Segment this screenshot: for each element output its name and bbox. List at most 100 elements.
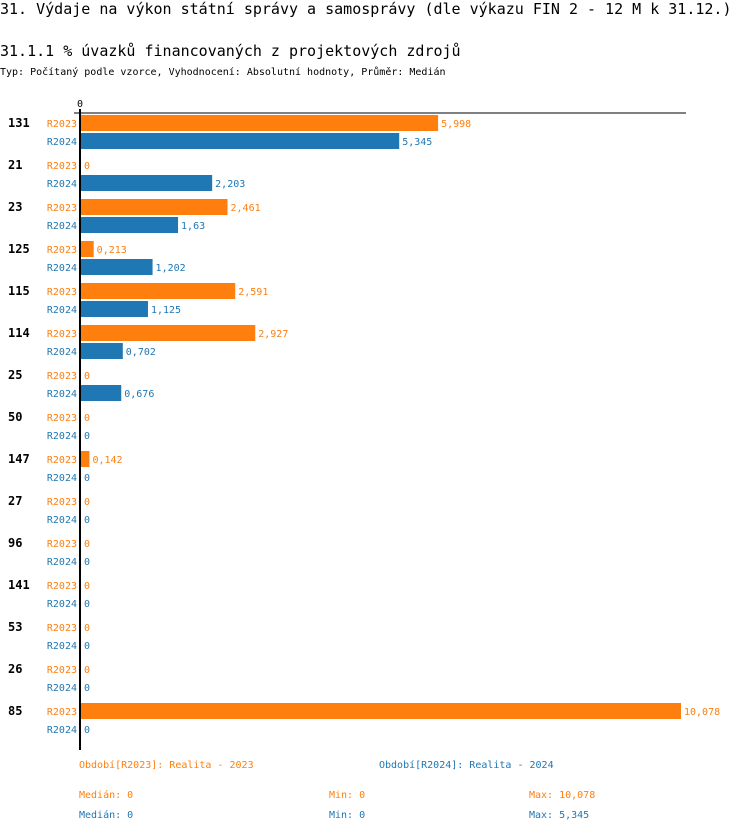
series-label: R2024 — [47, 137, 77, 148]
stat-r2024-min: Min: 0 — [329, 810, 366, 821]
series-label: R2023 — [47, 665, 77, 676]
series-label: R2024 — [47, 305, 77, 316]
series-label: R2023 — [47, 161, 77, 172]
series-label: R2023 — [47, 287, 77, 298]
data-label: 1,125 — [151, 305, 181, 316]
category-label: 114 — [8, 326, 30, 340]
stat-r2023-min: Min: 0 — [329, 790, 366, 801]
series-label: R2023 — [47, 329, 77, 340]
category-label: 147 — [8, 452, 30, 466]
data-label: 0 — [84, 725, 90, 736]
data-label: 0 — [84, 557, 90, 568]
data-label: 0 — [84, 371, 90, 382]
series-label: R2024 — [47, 347, 77, 358]
series-label: R2024 — [47, 221, 77, 232]
bar-r2023 — [81, 283, 236, 299]
series-label: R2024 — [47, 641, 77, 652]
bar-r2023 — [81, 199, 228, 215]
data-label: 0 — [84, 599, 90, 610]
series-label: R2024 — [47, 389, 77, 400]
series-label: R2024 — [47, 515, 77, 526]
data-label: 0 — [84, 497, 90, 508]
series-label: R2023 — [47, 455, 77, 466]
bar-r2024 — [81, 259, 153, 275]
data-label: 2,461 — [231, 203, 261, 214]
bar-r2024 — [81, 175, 213, 191]
data-label: 0,676 — [124, 389, 154, 400]
series-label: R2024 — [47, 725, 77, 736]
data-label: 0 — [84, 515, 90, 526]
category-label: 96 — [8, 536, 22, 550]
category-label: 85 — [8, 704, 22, 718]
category-label: 131 — [8, 116, 30, 130]
bar-r2023 — [81, 115, 439, 131]
stat-r2023-median: Medián: 0 — [79, 790, 134, 801]
category-label: 50 — [8, 410, 22, 424]
category-label: 141 — [8, 578, 30, 592]
data-label: 10,078 — [684, 707, 720, 718]
data-label: 0 — [84, 683, 90, 694]
legend-r2023: Období[R2023]: Realita - 2023 — [79, 760, 254, 771]
series-label: R2023 — [47, 497, 77, 508]
data-label: 2,927 — [258, 329, 288, 340]
data-label: 0 — [84, 161, 90, 172]
category-label: 25 — [8, 368, 22, 382]
series-label: R2024 — [47, 683, 77, 694]
data-label: 0,213 — [97, 245, 127, 256]
series-label: R2023 — [47, 119, 77, 130]
series-label: R2023 — [47, 623, 77, 634]
series-label: R2023 — [47, 707, 77, 718]
series-label: R2024 — [47, 431, 77, 442]
series-label: R2024 — [47, 557, 77, 568]
chart-meta: Typ: Počítaný podle vzorce, Vyhodnocení:… — [0, 67, 446, 78]
bar-r2024 — [81, 385, 122, 401]
data-label: 1,202 — [156, 263, 186, 274]
data-label: 0 — [84, 623, 90, 634]
bar-r2024 — [81, 133, 400, 149]
legend-r2024: Období[R2024]: Realita - 2024 — [379, 760, 554, 771]
category-label: 125 — [8, 242, 30, 256]
data-label: 0 — [84, 473, 90, 484]
bar-r2024 — [81, 343, 123, 359]
data-label: 0 — [84, 641, 90, 652]
category-label: 115 — [8, 284, 30, 298]
series-label: R2023 — [47, 539, 77, 550]
series-label: R2023 — [47, 581, 77, 592]
data-label: 0 — [84, 413, 90, 424]
bar-r2023 — [81, 703, 681, 719]
data-label: 0 — [84, 581, 90, 592]
series-label: R2024 — [47, 179, 77, 190]
bar-r2023 — [81, 325, 256, 341]
data-label: 2,203 — [215, 179, 245, 190]
data-label: 0 — [84, 431, 90, 442]
chart-title: 31.1.1 % úvazků financovaných z projekto… — [0, 42, 461, 60]
series-label: R2023 — [47, 371, 77, 382]
category-label: 27 — [8, 494, 22, 508]
series-label: R2023 — [47, 245, 77, 256]
data-label: 0 — [84, 539, 90, 550]
series-label: R2024 — [47, 599, 77, 610]
bar-r2024 — [81, 301, 148, 317]
category-label: 53 — [8, 620, 22, 634]
series-label: R2024 — [47, 473, 77, 484]
report-title: 31. Výdaje na výkon státní správy a samo… — [0, 0, 732, 18]
category-label: 21 — [8, 158, 22, 172]
stat-r2024-median: Medián: 0 — [79, 810, 134, 821]
data-label: 2,591 — [238, 287, 268, 298]
series-label: R2023 — [47, 203, 77, 214]
data-label: 5,345 — [402, 137, 432, 148]
series-label: R2023 — [47, 413, 77, 424]
stat-r2024-max: Max: 5,345 — [529, 810, 590, 821]
data-label: 0 — [84, 665, 90, 676]
data-label: 0,702 — [126, 347, 156, 358]
bar-r2024 — [81, 217, 179, 233]
data-label: 5,998 — [441, 119, 471, 130]
category-label: 26 — [8, 662, 22, 676]
x-tick-label: 0 — [77, 99, 83, 110]
bar-r2023 — [81, 241, 94, 257]
bar-r2023 — [81, 451, 90, 467]
stat-r2023-max: Max: 10,078 — [529, 790, 596, 801]
data-label: 0,142 — [92, 455, 122, 466]
data-label: 1,63 — [181, 221, 205, 232]
